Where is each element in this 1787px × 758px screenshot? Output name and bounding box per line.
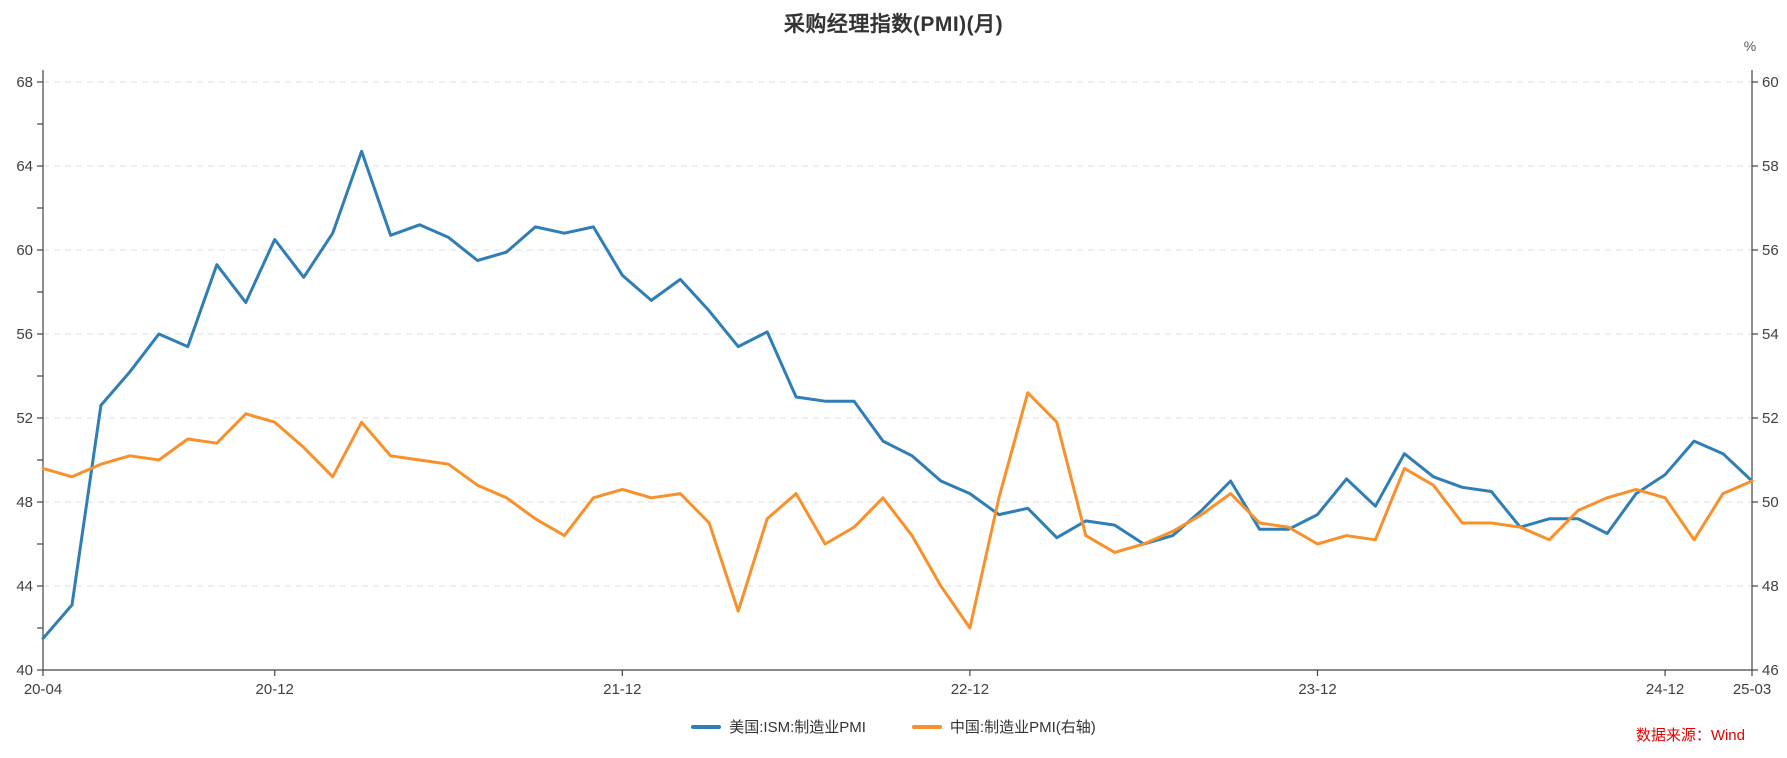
x-axis-label-20-04: 20-04 xyxy=(24,681,62,698)
chart-title: 采购经理指数(PMI)(月) xyxy=(783,13,1004,36)
axis-tick-labels: 40 44 48 52 56 60 64 68 46 48 50 52 54 56 58 60 20-04 20-… xyxy=(16,74,1778,698)
x-axis-label-22-12: 22-12 xyxy=(951,681,989,698)
chart-legend: 美国:ISM:制造业PMI 中国:制造业PMI(右轴) xyxy=(0,716,1787,737)
right-axis-label-60: 60 xyxy=(1762,74,1779,91)
x-axis-label-25-03: 25-03 xyxy=(1733,681,1771,698)
right-axis-label-56: 56 xyxy=(1762,242,1779,259)
right-axis-unit-label: % xyxy=(1743,38,1757,54)
china-series-label: 中国:制造业PMI(右轴) xyxy=(949,719,1096,736)
axes xyxy=(42,70,1753,671)
us-series-label: 美国:ISM:制造业PMI xyxy=(729,719,866,736)
left-axis-label-64: 64 xyxy=(16,158,33,175)
china-manufacturing-pmi-line xyxy=(41,391,1754,630)
right-axis-label-46: 46 xyxy=(1762,662,1779,679)
us-ism-manufacturing-pmi-line xyxy=(41,149,1754,640)
left-axis-label-52: 52 xyxy=(16,410,33,427)
left-axis-label-44: 44 xyxy=(16,578,33,595)
left-axis-label-60: 60 xyxy=(16,242,33,259)
right-axis-label-50: 50 xyxy=(1762,494,1779,511)
left-axis-label-40: 40 xyxy=(16,662,33,679)
left-axis-label-56: 56 xyxy=(16,326,33,343)
x-axis-label-20-12: 20-12 xyxy=(256,681,294,698)
gridlines xyxy=(43,81,1752,587)
right-axis-label-54: 54 xyxy=(1762,326,1779,343)
legend-item-us-ism-pmi[interactable]: 美国:ISM:制造业PMI xyxy=(691,716,866,737)
us-series-line-swatch xyxy=(691,724,722,729)
x-axis-label-21-12: 21-12 xyxy=(603,681,641,698)
left-axis-label-68: 68 xyxy=(16,74,33,91)
left-axis-label-48: 48 xyxy=(16,494,33,511)
china-series-line-swatch xyxy=(911,724,942,729)
data-source-note: 数据来源：Wind xyxy=(1635,727,1745,744)
right-axis-label-48: 48 xyxy=(1762,578,1779,595)
axis-ticks xyxy=(37,81,1758,676)
right-axis-label-58: 58 xyxy=(1762,158,1779,175)
legend-item-china-pmi[interactable]: 中国:制造业PMI(右轴) xyxy=(911,716,1096,737)
x-axis-label-24-12: 24-12 xyxy=(1646,681,1684,698)
x-axis-label-23-12: 23-12 xyxy=(1298,681,1336,698)
right-axis-label-52: 52 xyxy=(1762,410,1779,427)
